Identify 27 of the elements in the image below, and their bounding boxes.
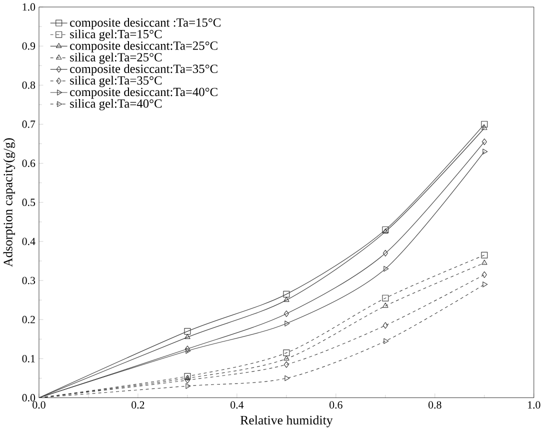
y-tick-label: 0.6 xyxy=(22,160,36,168)
y-tick-label: 0.9 xyxy=(22,42,36,50)
legend-label: silica gel:Ta=15°C xyxy=(70,30,162,42)
y-tick-label: 0.8 xyxy=(22,82,36,90)
legend-label: silica gel:Ta=35°C xyxy=(70,76,162,88)
x-tick-label: 0.8 xyxy=(428,402,442,409)
y-tick-label: 0.2 xyxy=(22,316,35,324)
y-tick-label: 0.0 xyxy=(22,394,36,402)
y-tick-label: 0.4 xyxy=(22,238,36,246)
legend-label: composite desiccant:Ta=35°C xyxy=(70,64,218,76)
x-tick-label: 0.6 xyxy=(330,402,342,409)
y-tick-label: 1.0 xyxy=(22,4,36,11)
y-tick-label: 0.5 xyxy=(22,198,36,206)
y-tick-label: 0.3 xyxy=(22,277,36,284)
x-tick-label: 0.2 xyxy=(132,402,144,409)
y-tick-label: 0.7 xyxy=(22,120,36,128)
legend-label: composite desiccant:Ta=25°C xyxy=(70,41,218,53)
legend-label: composite desiccant:Ta=40°C xyxy=(70,88,218,99)
x-tick-label: 0.0 xyxy=(32,402,46,409)
y-tick-label: 0.1 xyxy=(22,355,35,363)
legend-label: silica gel:Ta=40°C xyxy=(70,99,162,111)
x-tick-label: 1.0 xyxy=(528,402,540,409)
y-axis-title: Adsorption capacity(g/g) xyxy=(3,138,16,268)
legend-label: composite desiccant :Ta=15°C xyxy=(70,18,220,30)
x-tick-label: 0.4 xyxy=(230,402,244,409)
x-axis-title: Relative humidity xyxy=(240,416,333,428)
legend-label: silica gel:Ta=25°C xyxy=(70,52,162,64)
